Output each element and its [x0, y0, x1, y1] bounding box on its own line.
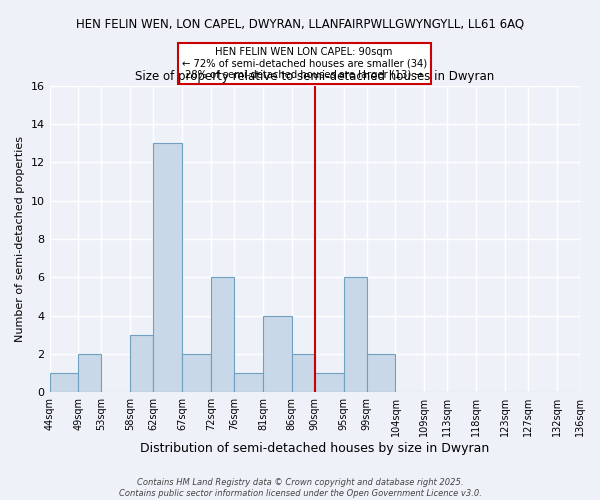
Bar [292, 354, 315, 392]
Bar [367, 354, 395, 392]
Text: HEN FELIN WEN, LON CAPEL, DWYRAN, LLANFAIRPWLLGWYNGYLL, LL61 6AQ: HEN FELIN WEN, LON CAPEL, DWYRAN, LLANFA… [76, 18, 524, 30]
Bar [234, 373, 263, 392]
Bar [130, 335, 154, 392]
Bar [50, 373, 79, 392]
X-axis label: Distribution of semi-detached houses by size in Dwyran: Distribution of semi-detached houses by … [140, 442, 490, 455]
Bar [79, 354, 101, 392]
Text: HEN FELIN WEN LON CAPEL: 90sqm
← 72% of semi-detached houses are smaller (34)
28: HEN FELIN WEN LON CAPEL: 90sqm ← 72% of … [182, 46, 427, 80]
Bar [182, 354, 211, 392]
Bar [344, 278, 367, 392]
Y-axis label: Number of semi-detached properties: Number of semi-detached properties [15, 136, 25, 342]
Bar [154, 144, 182, 392]
Title: Size of property relative to semi-detached houses in Dwyran: Size of property relative to semi-detach… [135, 70, 494, 84]
Bar [315, 373, 344, 392]
Text: Contains HM Land Registry data © Crown copyright and database right 2025.
Contai: Contains HM Land Registry data © Crown c… [119, 478, 481, 498]
Bar [211, 278, 234, 392]
Bar [263, 316, 292, 392]
